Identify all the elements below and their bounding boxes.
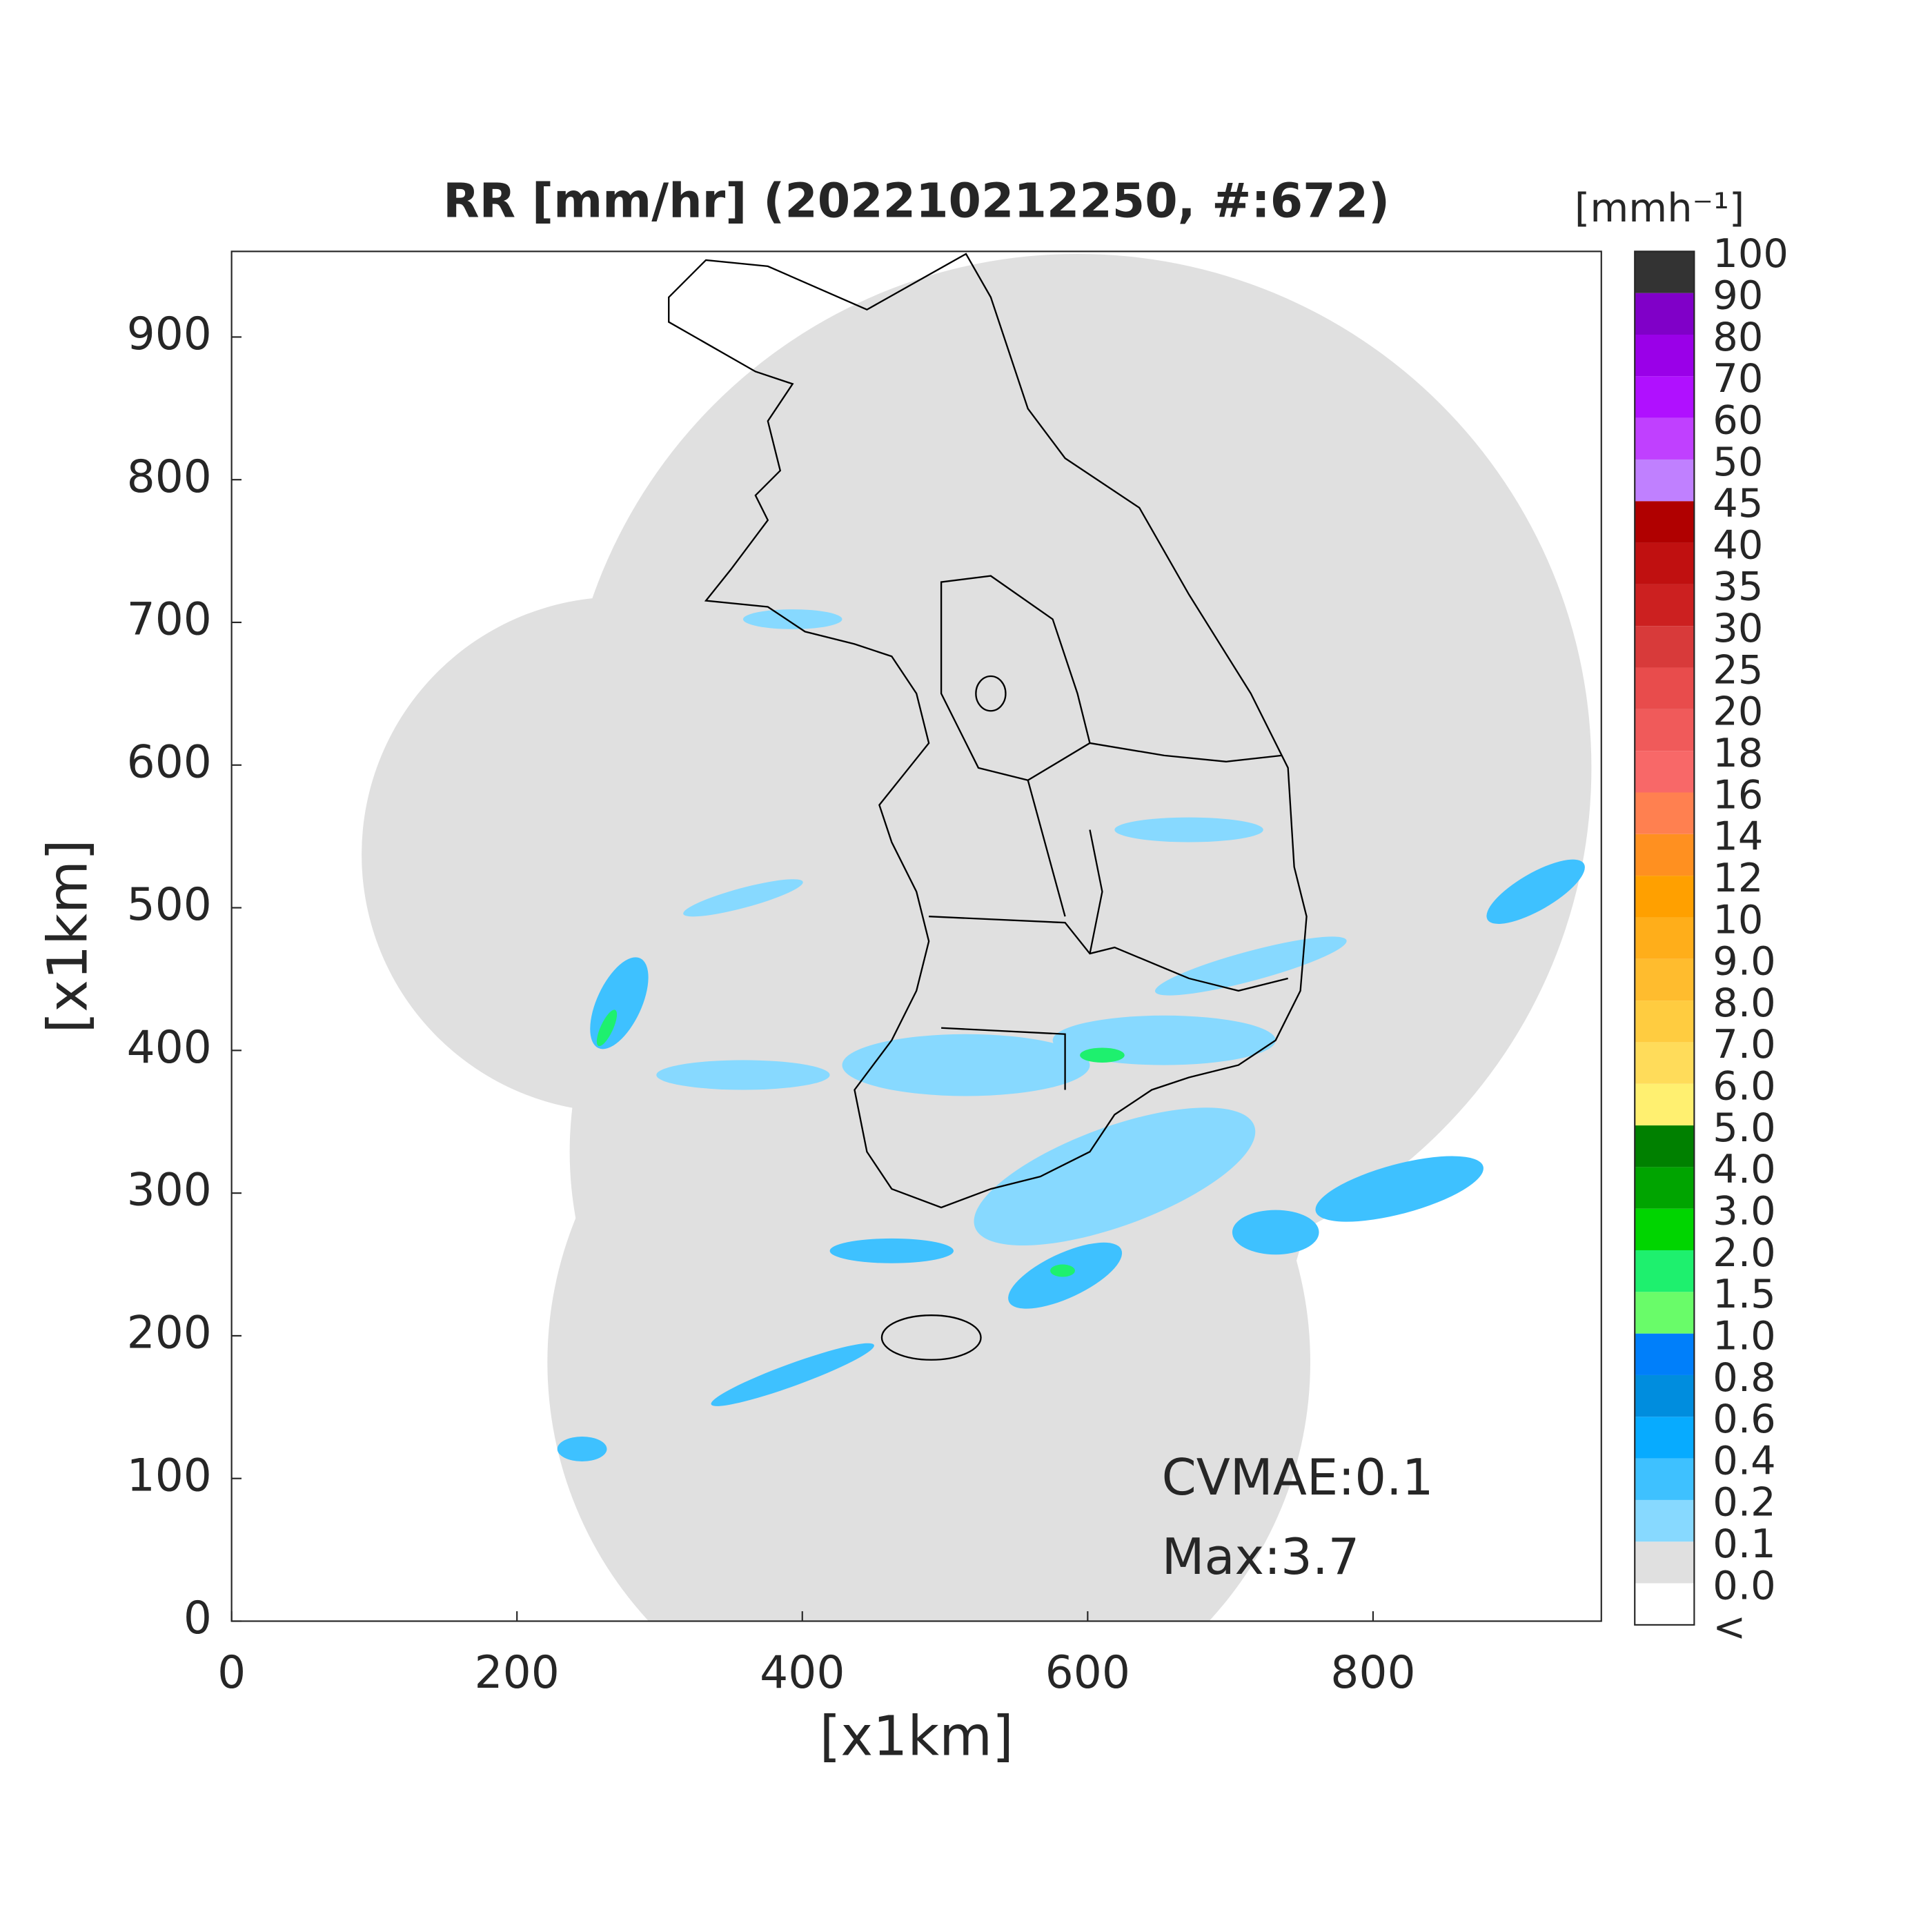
y-tick-label: 900 [127,308,212,360]
colorbar-label: 1.0 [1713,1312,1775,1359]
colorbar-label: 60 [1713,397,1763,443]
colorbar-label: 9.0 [1713,938,1775,985]
colorbar-label: 6.0 [1713,1063,1775,1110]
colorbar-label: 0.2 [1713,1479,1775,1526]
colorbar-segment [1635,958,1695,1001]
colorbar-segment [1635,1125,1695,1167]
y-tick-label: 700 [127,594,212,646]
colorbar-segment [1635,251,1695,293]
colorbar-segment [1635,1458,1695,1500]
y-axis-label: [x1km] [37,839,100,1033]
map-area [362,253,1592,1621]
colorbar-segment [1635,1583,1695,1625]
colorbar-segment [1635,1292,1695,1334]
colorbar-label: 3.0 [1713,1187,1775,1234]
colorbar-segment [1635,1208,1695,1251]
colorbar-label: 30 [1713,605,1763,651]
colorbar-segment [1635,834,1695,876]
colorbar-label: 45 [1713,480,1763,526]
colorbar-label: 40 [1713,522,1763,568]
colorbar-segment [1635,542,1695,584]
colorbar-label: 35 [1713,564,1763,610]
colorbar-label: 0.8 [1713,1354,1775,1401]
y-tick-label: 0 [184,1593,212,1644]
colorbar-label: 100 [1713,230,1788,277]
colorbar-segment [1635,459,1695,502]
coastline [668,253,1308,1361]
colorbar-label: 0.0 [1713,1562,1775,1608]
annotation: CVMAE:0.1 [1162,1448,1434,1506]
colorbar-segment [1635,334,1695,377]
colorbar-segment [1635,751,1695,793]
colorbar-segment [1635,501,1695,543]
colorbar-label: 7.0 [1713,1021,1775,1067]
colorbar-segment [1635,1541,1695,1584]
y-tick-label: 100 [127,1450,212,1501]
colorbar-segment [1635,1499,1695,1542]
colorbar-title: [mmh⁻¹] [1575,185,1744,231]
colorbar-label: 0.4 [1713,1437,1775,1483]
colorbar-label: 8.0 [1713,980,1775,1026]
y-tick-label: 300 [127,1165,212,1216]
colorbar-label: 14 [1713,814,1763,860]
colorbar-segment [1635,1250,1695,1292]
colorbar-label: 5.0 [1713,1105,1775,1151]
colorbar-segment [1635,376,1695,418]
colorbar-segment [1635,876,1695,918]
x-tick-label: 600 [1045,1647,1130,1699]
colorbar-label: 90 [1713,272,1763,318]
colorbar-label: 70 [1713,355,1763,402]
colorbar-segment [1635,1000,1695,1043]
colorbar-segment [1635,1167,1695,1209]
colorbar-label: 16 [1713,771,1763,818]
colorbar-label: 2.0 [1713,1230,1775,1276]
colorbar-segment [1635,667,1695,709]
y-tick-label: 600 [127,736,212,788]
colorbar-label: 1.5 [1713,1271,1775,1317]
y-tick-label: 500 [127,879,212,931]
colorbar-frame [1634,250,1695,1626]
colorbar-segment [1635,709,1695,751]
colorbar-segment [1635,1083,1695,1126]
colorbar-segment [1635,1417,1695,1459]
colorbar-segment [1635,293,1695,335]
x-axis-label: [x1km] [820,1704,1014,1768]
colorbar-segment [1635,1374,1695,1417]
x-tick-label: 400 [760,1647,845,1699]
axes-frame [230,250,1602,1622]
radar-coverage [362,253,1592,1621]
colorbar-label: 0.1 [1713,1521,1775,1567]
x-tick-label: 0 [217,1647,246,1699]
x-tick-label: 800 [1330,1647,1415,1699]
colorbar-segment [1635,417,1695,460]
x-tick-label: 200 [475,1647,560,1699]
y-tick-label: 800 [127,451,212,503]
colorbar-label: 50 [1713,439,1763,485]
colorbar-segment [1635,626,1695,668]
colorbar-label: 10 [1713,896,1763,943]
y-tick-label: 200 [127,1307,212,1359]
colorbar-label: 0.6 [1713,1396,1775,1442]
colorbar-label: 12 [1713,855,1763,901]
colorbar-label: 18 [1713,730,1763,776]
colorbar-segment [1635,917,1695,959]
chart-title: RR [mm/hr] (202210212250, #:672) [443,175,1390,229]
colorbar-segment [1635,584,1695,627]
colorbar-segment [1635,1333,1695,1375]
colorbar-label: 80 [1713,314,1763,360]
precipitation [557,609,1585,1461]
colorbar-segment [1635,792,1695,834]
colorbar-label: < [1713,1604,1746,1650]
colorbar-label: 4.0 [1713,1146,1775,1192]
y-tick-label: 400 [127,1022,212,1074]
colorbar-segment [1635,1042,1695,1084]
annotation: Max:3.7 [1162,1528,1360,1586]
colorbar-label: 20 [1713,689,1763,735]
colorbar-label: 25 [1713,647,1763,693]
